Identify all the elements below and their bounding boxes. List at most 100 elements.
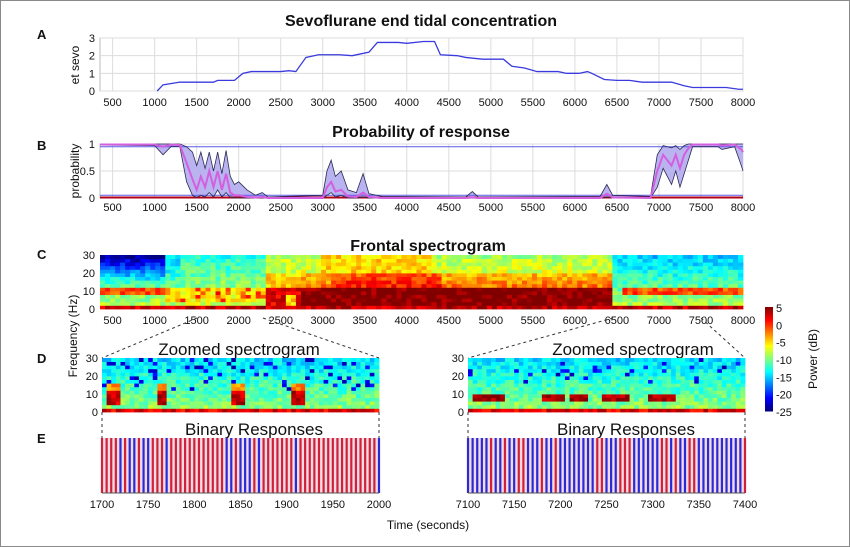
spectrogram-cell	[145, 262, 151, 267]
spectrogram-cell	[265, 276, 272, 281]
spectrogram-cell	[687, 280, 694, 285]
zoomed-spectrogram-cell	[102, 394, 108, 398]
spectrogram-cell	[396, 265, 402, 270]
spectrogram-cell	[110, 258, 116, 263]
zoomed-spectrogram-cell	[523, 365, 529, 370]
spectrogram-cell	[245, 280, 252, 285]
spectrogram-cell	[245, 265, 252, 270]
spectrogram-cell	[642, 265, 648, 270]
spectrogram-cell	[707, 276, 714, 281]
x-tick-label: 5000	[479, 315, 503, 327]
spectrogram-cell	[245, 287, 252, 292]
spectrogram-cell	[401, 276, 407, 281]
spectrogram-cell	[376, 265, 382, 270]
spectrogram-cell	[461, 269, 468, 274]
spectrogram-cell	[275, 305, 282, 310]
spectrogram-cell	[722, 269, 729, 274]
spectrogram-cell	[702, 262, 709, 267]
zoomed-spectrogram-cell	[740, 408, 746, 413]
spectrogram-cell	[275, 265, 282, 270]
spectrogram-cell	[220, 265, 226, 270]
spectrogram-cell	[240, 298, 247, 303]
spectrogram-cell	[285, 258, 292, 263]
zoomed-spectrogram-cell	[588, 404, 594, 409]
spectrogram-cell	[446, 258, 453, 263]
y-tick-label: 10	[452, 389, 464, 401]
zoomed-spectrogram-cell	[717, 383, 723, 388]
zoomed-spectrogram-cell	[514, 404, 520, 409]
zoomed-spectrogram-cell	[555, 386, 561, 391]
spectrogram-cell	[727, 305, 734, 310]
zoomed-spectrogram-cell	[708, 365, 714, 370]
zoomed-spectrogram-cell	[629, 390, 635, 395]
spectrogram-cell	[547, 305, 553, 310]
spectrogram-cell	[732, 301, 739, 306]
zoomed-spectrogram-cell	[300, 358, 306, 362]
zoomed-spectrogram-cell	[592, 379, 598, 384]
zoomed-spectrogram-cell	[157, 408, 163, 413]
spectrogram-cell	[215, 294, 221, 299]
zoomed-spectrogram-cell	[295, 390, 301, 395]
spectrogram-cell	[722, 262, 729, 267]
spectrogram-cell	[486, 294, 493, 299]
zoomed-spectrogram-cell	[569, 379, 575, 384]
zoomed-spectrogram-cell	[717, 372, 723, 377]
spectrogram-cell	[441, 291, 448, 295]
spectrogram-cell	[336, 283, 342, 288]
spectrogram-cell	[572, 280, 578, 285]
spectrogram-cell	[592, 287, 598, 292]
spectrogram-cell	[592, 276, 598, 281]
spectrogram-cell	[185, 273, 191, 277]
zoomed-spectrogram-cell	[468, 376, 474, 380]
spectrogram-cell	[712, 287, 719, 292]
spectrogram-cell	[622, 298, 628, 303]
zoomed-spectrogram-cell	[268, 386, 274, 391]
zoomed-spectrogram-cell	[222, 390, 228, 395]
zoomed-spectrogram-cell	[468, 383, 474, 388]
spectrogram-cell	[210, 255, 216, 259]
x-tick-label: 500	[103, 97, 121, 109]
spectrogram-cell	[361, 305, 367, 310]
zoomed-spectrogram-cell	[560, 358, 566, 362]
spectrogram-cell	[717, 273, 724, 277]
spectrogram-cell	[376, 258, 382, 263]
y-tick-label: 0.5	[80, 166, 95, 178]
zoomed-spectrogram-cell	[514, 401, 520, 406]
spectrogram-cell	[120, 291, 126, 295]
spectrogram-cell	[371, 298, 377, 303]
spectrogram-cell	[441, 269, 448, 274]
spectrogram-cell	[280, 298, 287, 303]
spectrogram-cell	[622, 283, 628, 288]
zoomed-spectrogram-cell	[235, 368, 241, 373]
zoomed-spectrogram-cell	[537, 397, 543, 402]
zoomed-spectrogram-cell	[143, 390, 149, 395]
colorbar-segment	[765, 313, 773, 317]
zoomed-spectrogram-cell	[129, 372, 135, 377]
zoomed-spectrogram-cell	[240, 404, 246, 409]
spectrogram-cell	[310, 276, 317, 281]
zoomed-spectrogram-cell	[318, 361, 324, 366]
zoomed-spectrogram-cell	[120, 376, 126, 380]
zoomed-spectrogram-cell	[323, 372, 329, 377]
spectrogram-cell	[235, 265, 242, 270]
spectrogram-cell	[245, 269, 252, 274]
zoomed-spectrogram-cell	[560, 397, 566, 402]
spectrogram-cell	[652, 298, 658, 303]
zoomed-spectrogram-cell	[106, 408, 112, 413]
zoomed-spectrogram-cell	[717, 397, 723, 402]
colorbar-segment	[765, 341, 773, 344]
zoomed-spectrogram-cell	[240, 361, 246, 366]
zoomed-spectrogram-cell	[481, 404, 487, 409]
spectrogram-cell	[446, 255, 453, 259]
spectrogram-cell	[667, 287, 674, 292]
spectrogram-cell	[326, 276, 332, 281]
zoomed-spectrogram-cell	[189, 397, 195, 402]
spectrogram-cell	[637, 294, 643, 299]
spectrogram-cell	[466, 298, 473, 303]
spectrogram-cell	[532, 269, 538, 274]
zoomed-spectrogram-cell	[217, 394, 223, 398]
spectrogram-cell	[481, 276, 488, 281]
spectrogram-cell	[396, 273, 402, 277]
zoomed-spectrogram-cell	[268, 361, 274, 366]
zoomed-spectrogram-cell	[472, 361, 478, 366]
